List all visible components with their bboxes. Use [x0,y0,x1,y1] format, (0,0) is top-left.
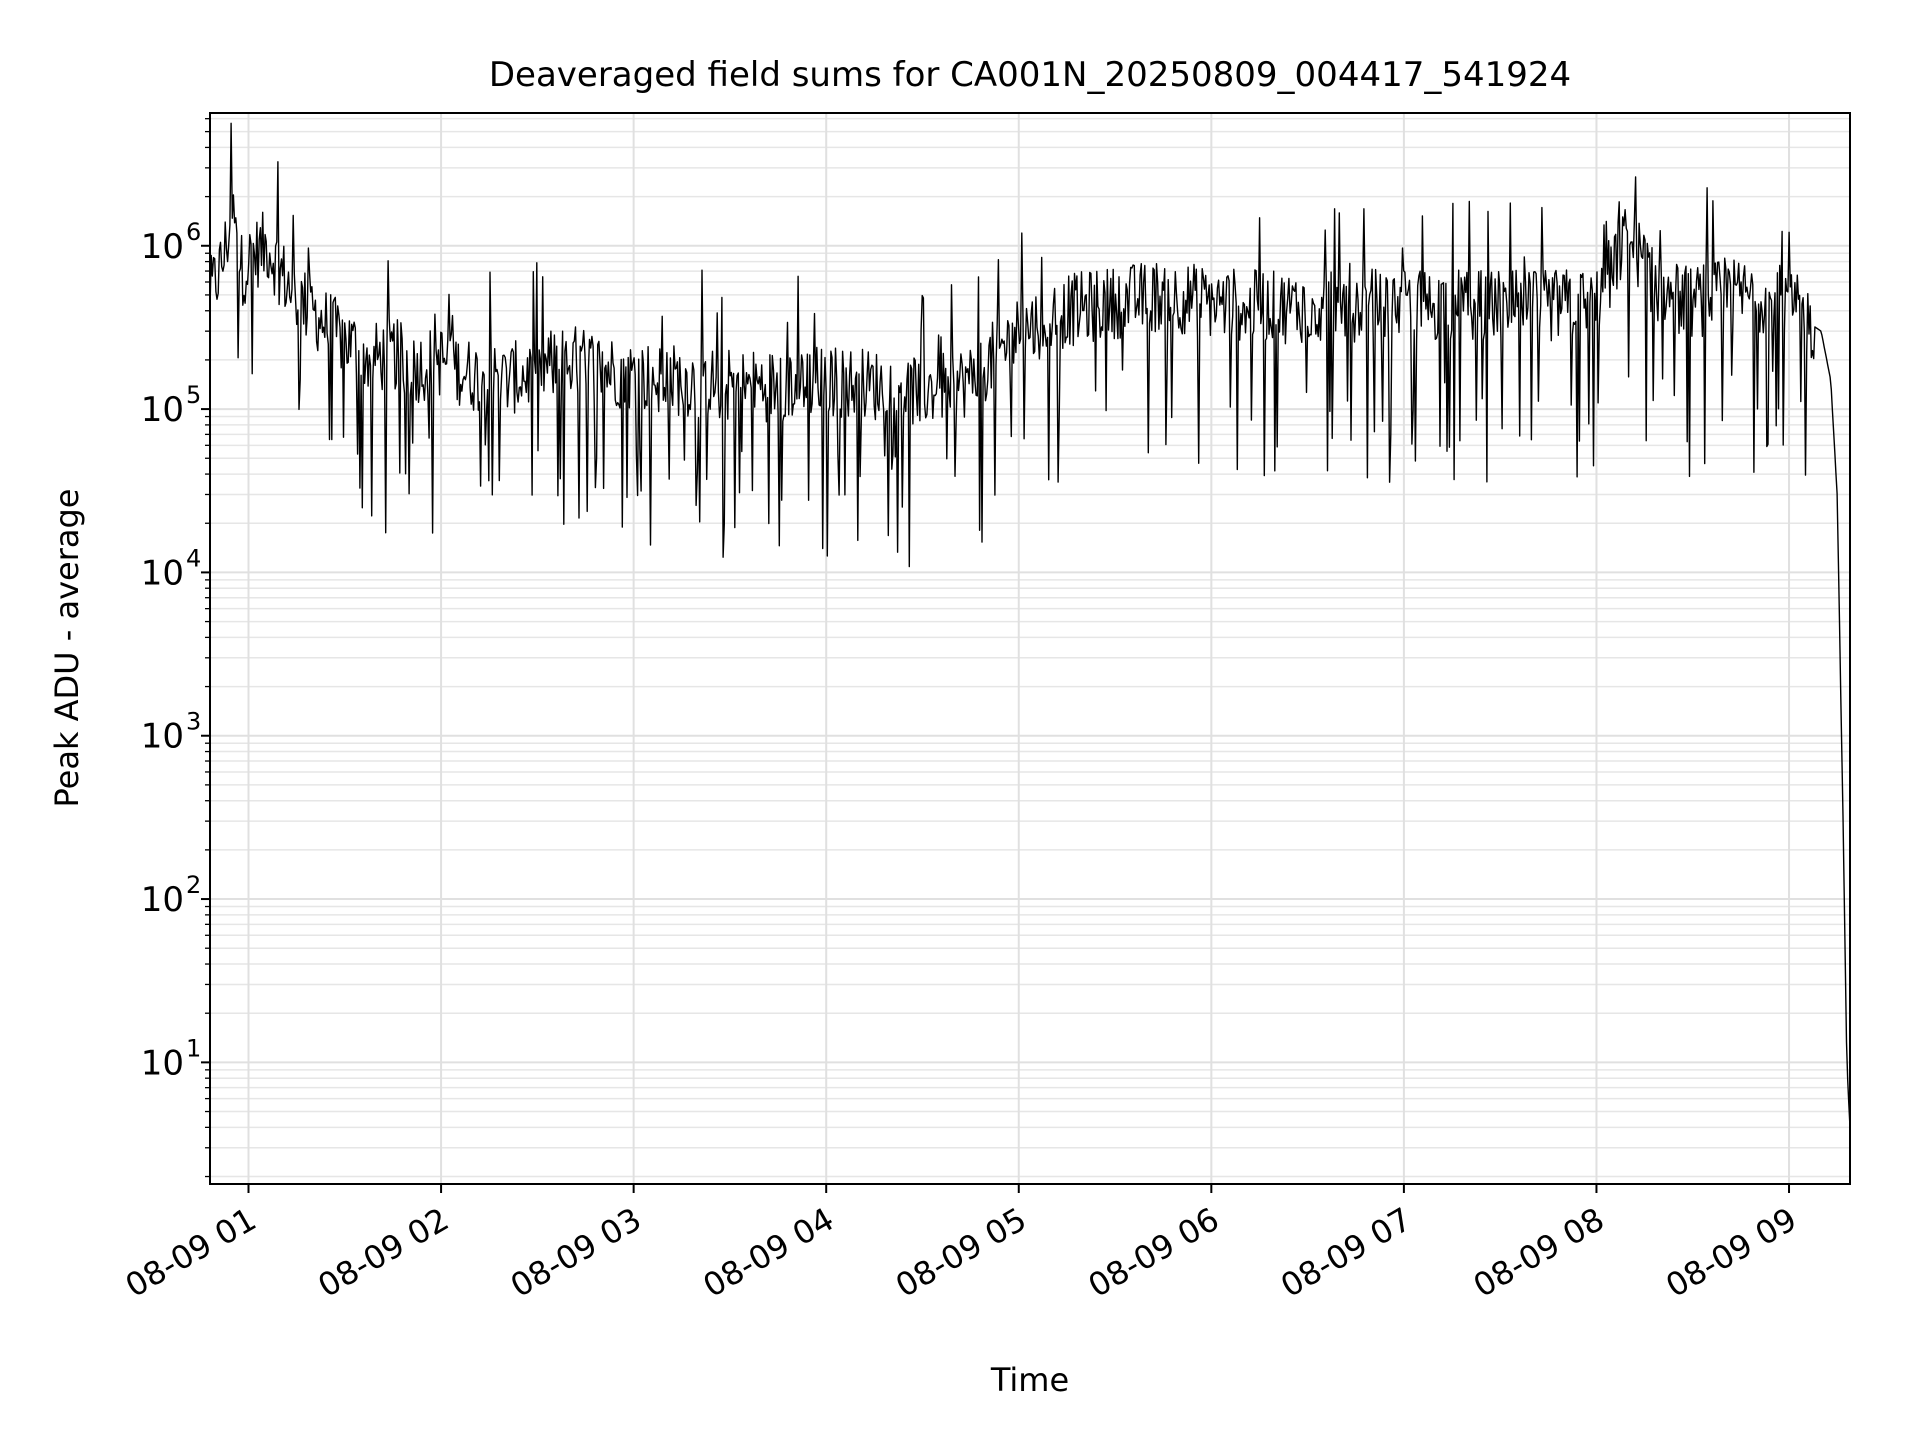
y-tick-exponent: 4 [186,544,201,572]
y-tick-label: 10 [141,880,184,920]
data-layer [209,122,1851,1128]
y-tick-exponent: 5 [186,381,201,409]
chart-title: Deaveraged field sums for CA001N_2025080… [489,55,1571,95]
y-tick-label: 10 [141,717,184,757]
series-line [209,122,1851,1128]
y-tick-label: 10 [141,1043,184,1083]
y-tick-exponent: 1 [186,1034,201,1062]
y-tick-label: 10 [141,553,184,593]
y-tick-exponent: 2 [186,871,201,899]
y-tick-label: 10 [141,227,184,267]
y-axis-label: Peak ADU - average [48,489,86,808]
y-tick-label: 10 [141,390,184,430]
y-tick-exponent: 3 [186,708,201,736]
plot-frame [209,112,1851,1185]
x-axis-label: Time [990,1361,1069,1399]
y-tick-exponent: 6 [186,218,201,246]
